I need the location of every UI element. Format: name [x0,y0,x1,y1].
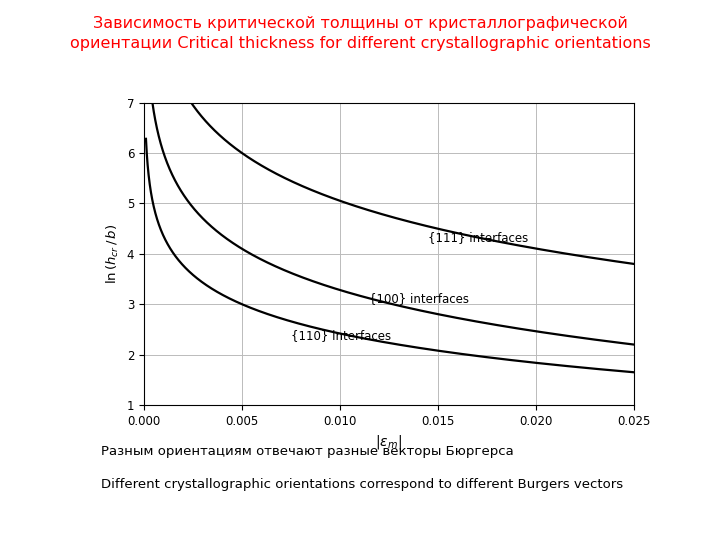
X-axis label: $|\varepsilon_m|$: $|\varepsilon_m|$ [375,433,402,451]
Text: Разным ориентациям отвечают разные векторы Бюргерса: Разным ориентациям отвечают разные векто… [101,446,513,458]
Text: {110} interfaces: {110} interfaces [291,329,391,342]
Text: {100} interfaces: {100} interfaces [369,292,469,305]
Text: Зависимость критической толщины от кристаллографической
ориентации Critical thic: Зависимость критической толщины от крист… [70,16,650,51]
Y-axis label: $\mathrm{ln}\,(h_{cr}\,/\,b)$: $\mathrm{ln}\,(h_{cr}\,/\,b)$ [105,224,121,284]
Text: {111} interfaces: {111} interfaces [428,231,528,244]
Text: Different crystallographic orientations correspond to different Burgers vectors: Different crystallographic orientations … [101,478,623,491]
